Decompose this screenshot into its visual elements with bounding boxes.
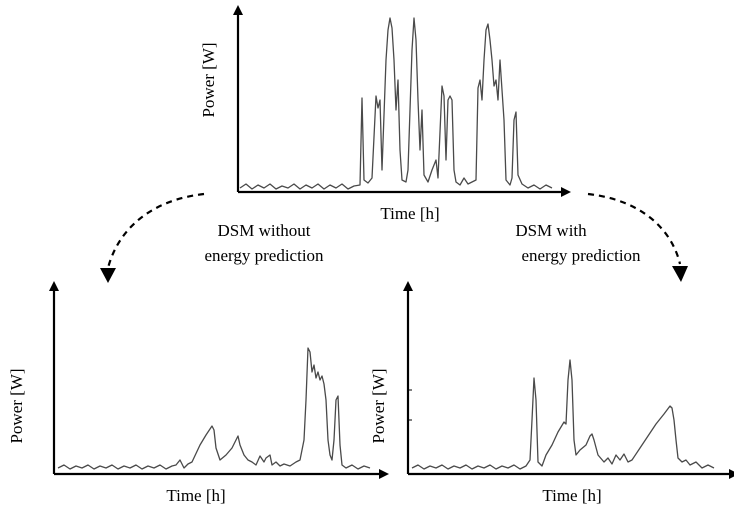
left-transition: DSM without energy prediction (100, 192, 324, 283)
left-dashed-arrow (106, 192, 205, 269)
top-power-curve (239, 17, 553, 190)
left-power-curve (57, 347, 371, 470)
left-transition-line1: DSM without (217, 221, 310, 240)
left-x-axis-label: Time [h] (166, 486, 225, 505)
left-chart: Time [h] Power [W] (7, 281, 389, 505)
right-transition-line1: DSM with (515, 221, 587, 240)
right-x-axis-label: Time [h] (542, 486, 601, 505)
right-arrowhead (672, 266, 688, 282)
right-dashed-arrow (587, 192, 682, 265)
right-transition-line2: energy prediction (521, 246, 641, 265)
right-y-axis-label: Power [W] (369, 368, 388, 443)
top-chart: Time [h] Power [W] (199, 5, 571, 223)
left-transition-line2: energy prediction (204, 246, 324, 265)
right-chart: Time [h] Power [W] (369, 281, 734, 505)
right-transition: DSM with energy prediction (515, 192, 688, 282)
top-y-axis-label: Power [W] (199, 42, 218, 117)
left-y-axis-label: Power [W] (7, 368, 26, 443)
left-arrowhead (100, 268, 116, 283)
right-power-curve (411, 359, 715, 470)
top-x-axis-label: Time [h] (380, 204, 439, 223)
